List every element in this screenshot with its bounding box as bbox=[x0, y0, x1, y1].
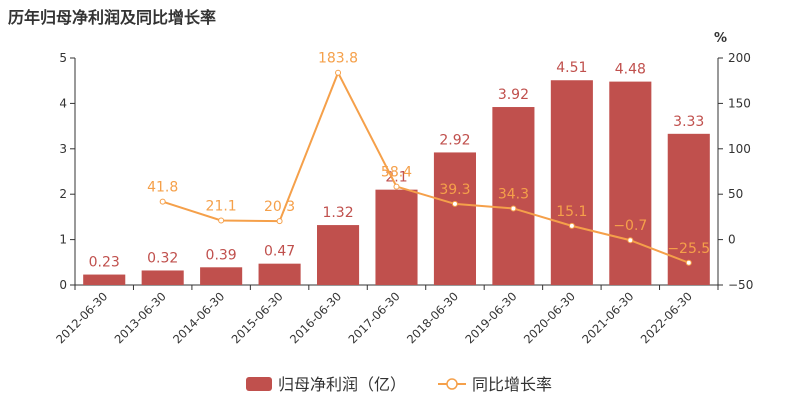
growth-point bbox=[276, 218, 283, 225]
y-right-tick-label: 200 bbox=[728, 51, 751, 65]
legend-line-label: 同比增长率 bbox=[472, 375, 552, 394]
y-left-tick-label: 1 bbox=[59, 233, 67, 247]
x-tick-label: 2018-06-30 bbox=[404, 289, 461, 346]
growth-point bbox=[218, 217, 225, 224]
growth-point bbox=[685, 259, 692, 266]
growth-value-label: 20.3 bbox=[264, 199, 295, 215]
growth-point bbox=[159, 198, 166, 205]
bar-value-label: 0.32 bbox=[147, 250, 178, 266]
y-left-tick-label: 4 bbox=[59, 96, 67, 110]
growth-point bbox=[568, 222, 575, 229]
bar-value-label: 0.23 bbox=[89, 255, 120, 271]
growth-value-label: 34.3 bbox=[498, 186, 529, 202]
bar-value-label: 3.33 bbox=[673, 114, 704, 130]
legend-bar-label: 归母净利润（亿） bbox=[278, 375, 406, 394]
bar bbox=[550, 80, 593, 285]
x-tick-label: 2014-06-30 bbox=[170, 289, 227, 346]
y-right-unit: % bbox=[714, 31, 727, 46]
bar-labels: 0.23 0.32 0.39 0.471.322.12.923.924.51 4.483… bbox=[89, 60, 705, 270]
x-tick-labels: 2012-06-30 2013-06-30 2014-06-30 2015-06-30… bbox=[53, 289, 695, 346]
y-right-tick-label: 150 bbox=[728, 96, 751, 110]
growth-point bbox=[393, 183, 400, 190]
bar bbox=[200, 267, 243, 285]
growth-point bbox=[510, 205, 517, 212]
growth-value-label: 39.3 bbox=[439, 182, 470, 198]
x-tick-label: 2017-06-30 bbox=[345, 289, 402, 346]
legend-line-marker bbox=[446, 378, 458, 390]
growth-point bbox=[451, 200, 458, 207]
bar bbox=[609, 81, 652, 285]
legend-bar-swatch bbox=[246, 377, 272, 391]
x-tick-label: 2021-06-30 bbox=[579, 289, 636, 346]
y-right-tick-label: −50 bbox=[728, 278, 753, 292]
y-left-tick-label: 0 bbox=[59, 278, 67, 292]
growth-value-label: 58.4 bbox=[381, 165, 412, 181]
bar bbox=[258, 263, 301, 285]
growth-value-label: 183.8 bbox=[318, 51, 358, 67]
bar bbox=[141, 270, 184, 285]
chart-title: 历年归母净利润及同比增长率 bbox=[8, 8, 217, 27]
y-left-tick-label: 2 bbox=[59, 187, 67, 201]
bar-value-label: 2.92 bbox=[439, 132, 470, 148]
y-right-tick-label: 0 bbox=[728, 233, 736, 247]
bar-value-label: 3.92 bbox=[498, 87, 529, 103]
growth-value-label: 21.1 bbox=[206, 198, 237, 214]
x-tick-label: 2020-06-30 bbox=[521, 289, 578, 346]
x-tick-label: 2016-06-30 bbox=[287, 289, 344, 346]
bar bbox=[375, 189, 418, 285]
bar-value-label: 0.47 bbox=[264, 244, 295, 260]
growth-point bbox=[627, 237, 634, 244]
x-tick-label: 2015-06-30 bbox=[229, 289, 286, 346]
growth-line bbox=[159, 69, 692, 266]
bar bbox=[317, 225, 360, 285]
y-left-tick-label: 3 bbox=[59, 142, 67, 156]
x-tick-label: 2013-06-30 bbox=[112, 289, 169, 346]
bars bbox=[83, 80, 710, 285]
bar-value-label: 1.32 bbox=[322, 205, 353, 221]
x-tick-label: 2019-06-30 bbox=[462, 289, 519, 346]
growth-value-label: −25.5 bbox=[667, 241, 710, 257]
growth-line-path bbox=[162, 70, 690, 264]
bar bbox=[433, 152, 476, 285]
line-labels: 41.8 21.1 20.3 183.8 58.4 39.3 34.3 15.1 −0.7 −25… bbox=[147, 51, 710, 257]
bar bbox=[83, 274, 126, 285]
growth-value-label: 15.1 bbox=[556, 204, 587, 220]
bar bbox=[492, 107, 535, 285]
y-left-tick-label: 5 bbox=[59, 51, 67, 65]
growth-value-label: −0.7 bbox=[613, 218, 647, 234]
y-right-tick-label: 50 bbox=[728, 187, 743, 201]
x-tick-label: 2012-06-30 bbox=[53, 289, 110, 346]
x-tick-label: 2022-06-30 bbox=[638, 289, 695, 346]
legend: 归母净利润（亿） 同比增长率 bbox=[246, 375, 552, 394]
y-right-tick-label: 100 bbox=[728, 142, 751, 156]
growth-value-label: 41.8 bbox=[147, 180, 178, 196]
bar-value-label: 4.48 bbox=[615, 62, 646, 78]
bar-value-label: 4.51 bbox=[556, 60, 587, 76]
growth-point bbox=[335, 69, 342, 76]
bar-value-label: 0.39 bbox=[206, 247, 237, 263]
